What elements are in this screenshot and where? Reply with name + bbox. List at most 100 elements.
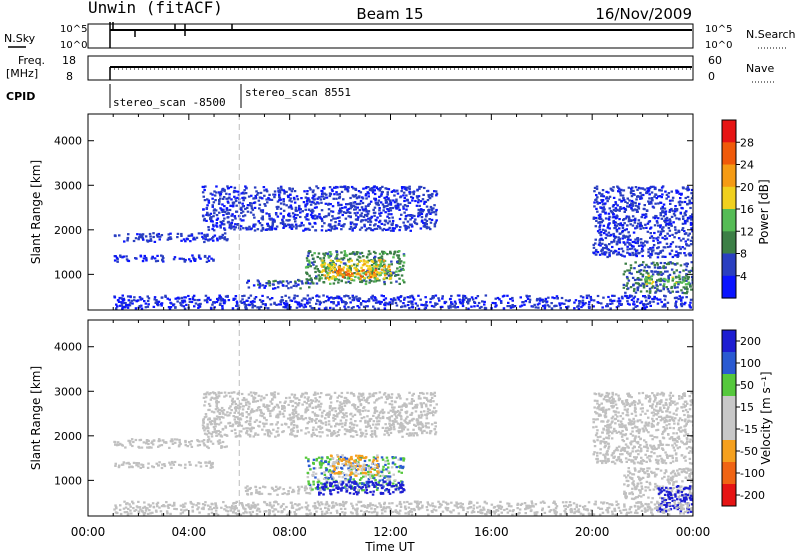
range-gate-cell [130, 438, 134, 441]
range-gate-cell [315, 302, 318, 305]
range-gate-cell [283, 302, 286, 305]
range-gate-cell [311, 201, 314, 204]
range-gate-cell [666, 270, 669, 273]
range-gate-cell [622, 286, 626, 289]
range-gate-cell [244, 185, 247, 188]
range-gate-cell [357, 395, 360, 398]
range-gate-cell [665, 222, 668, 225]
range-gate-cell [322, 197, 326, 200]
range-gate-cell [431, 295, 434, 298]
range-gate-cell [391, 300, 394, 303]
range-gate-cell [650, 197, 654, 200]
range-gate-cell [417, 294, 420, 297]
range-gate-cell [209, 392, 212, 395]
range-gate-cell [243, 189, 246, 192]
range-gate-cell [624, 200, 627, 203]
range-gate-cell [179, 442, 182, 446]
range-gate-cell [349, 225, 353, 228]
range-gate-cell [397, 298, 401, 301]
range-gate-cell [598, 241, 602, 245]
range-gate-cell [226, 414, 229, 417]
range-gate-cell [425, 227, 429, 230]
range-gate-cell [315, 399, 318, 402]
range-gate-cell [119, 442, 122, 445]
range-gate-cell [468, 299, 471, 302]
range-gate-cell [327, 254, 330, 257]
range-gate-cell [476, 304, 479, 307]
range-gate-cell [321, 225, 324, 228]
range-gate-cell [256, 406, 260, 409]
range-gate-cell [649, 200, 653, 203]
range-gate-cell [369, 187, 372, 190]
range-gate-cell [369, 274, 372, 277]
range-gate-cell [675, 290, 678, 293]
range-gate-cell [650, 262, 654, 265]
range-gate-cell [361, 208, 365, 211]
range-gate-cell [338, 216, 341, 219]
range-gate-cell [373, 265, 376, 268]
range-gate-cell [601, 228, 605, 231]
range-gate-cell [379, 302, 382, 305]
range-gate-cell [121, 306, 125, 309]
range-gate-cell [656, 247, 659, 250]
range-gate-cell [228, 414, 231, 417]
range-gate-cell [387, 188, 391, 191]
range-gate-cell [207, 226, 210, 229]
range-gate-cell [400, 421, 403, 424]
range-gate-cell [396, 422, 400, 425]
range-gate-cell [408, 190, 411, 193]
range-gate-cell [675, 269, 678, 272]
range-gate-cell [293, 294, 296, 297]
range-gate-cell [127, 233, 130, 236]
colorbar-segment [722, 275, 736, 299]
range-gate-cell [305, 406, 309, 409]
range-gate-cell [367, 423, 370, 426]
range-gate-cell [667, 226, 671, 230]
range-gate-cell [620, 295, 624, 298]
range-gate-cell [652, 244, 656, 247]
range-gate-cell [667, 275, 670, 278]
range-gate-cell [652, 185, 655, 188]
range-gate-cell [207, 201, 211, 204]
range-gate-cell [675, 189, 678, 192]
range-gate-cell [223, 236, 227, 239]
range-gate-cell [309, 203, 313, 206]
range-gate-cell [188, 461, 191, 464]
range-gate-cell [601, 248, 604, 252]
range-gate-cell [169, 301, 172, 304]
range-gate-cell [560, 302, 564, 305]
range-gate-cell [671, 262, 675, 265]
range-gate-cell [285, 204, 288, 207]
range-gate-cell [374, 299, 378, 302]
range-gate-cell [412, 417, 415, 420]
range-gate-cell [619, 192, 622, 195]
range-gate-cell [289, 193, 292, 196]
range-gate-cell [411, 418, 414, 421]
range-gate-cell [315, 428, 318, 431]
range-gate-cell [215, 431, 218, 434]
range-gate-cell [614, 207, 618, 210]
range-gate-cell [342, 416, 346, 419]
range-gate-cell [375, 423, 378, 426]
range-gate-cell [352, 394, 356, 397]
range-gate-cell [264, 405, 267, 409]
range-gate-cell [338, 209, 341, 212]
range-gate-cell [365, 227, 369, 230]
range-gate-cell [346, 203, 349, 206]
range-gate-cell [204, 413, 208, 416]
range-gate-cell [336, 413, 339, 416]
range-gate-cell [381, 408, 384, 411]
range-gate-cell [213, 428, 216, 431]
range-gate-cell [364, 207, 367, 210]
range-gate-cell [581, 304, 585, 307]
range-gate-cell [651, 246, 655, 249]
range-gate-cell [670, 190, 673, 193]
range-gate-cell [638, 202, 641, 205]
range-gate-cell [633, 295, 637, 298]
range-gate-cell [343, 396, 347, 399]
range-gate-cell [338, 203, 342, 207]
range-gate-cell [623, 229, 627, 232]
range-gate-cell [118, 304, 122, 307]
range-gate-cell [387, 266, 390, 269]
range-gate-cell [647, 272, 650, 275]
